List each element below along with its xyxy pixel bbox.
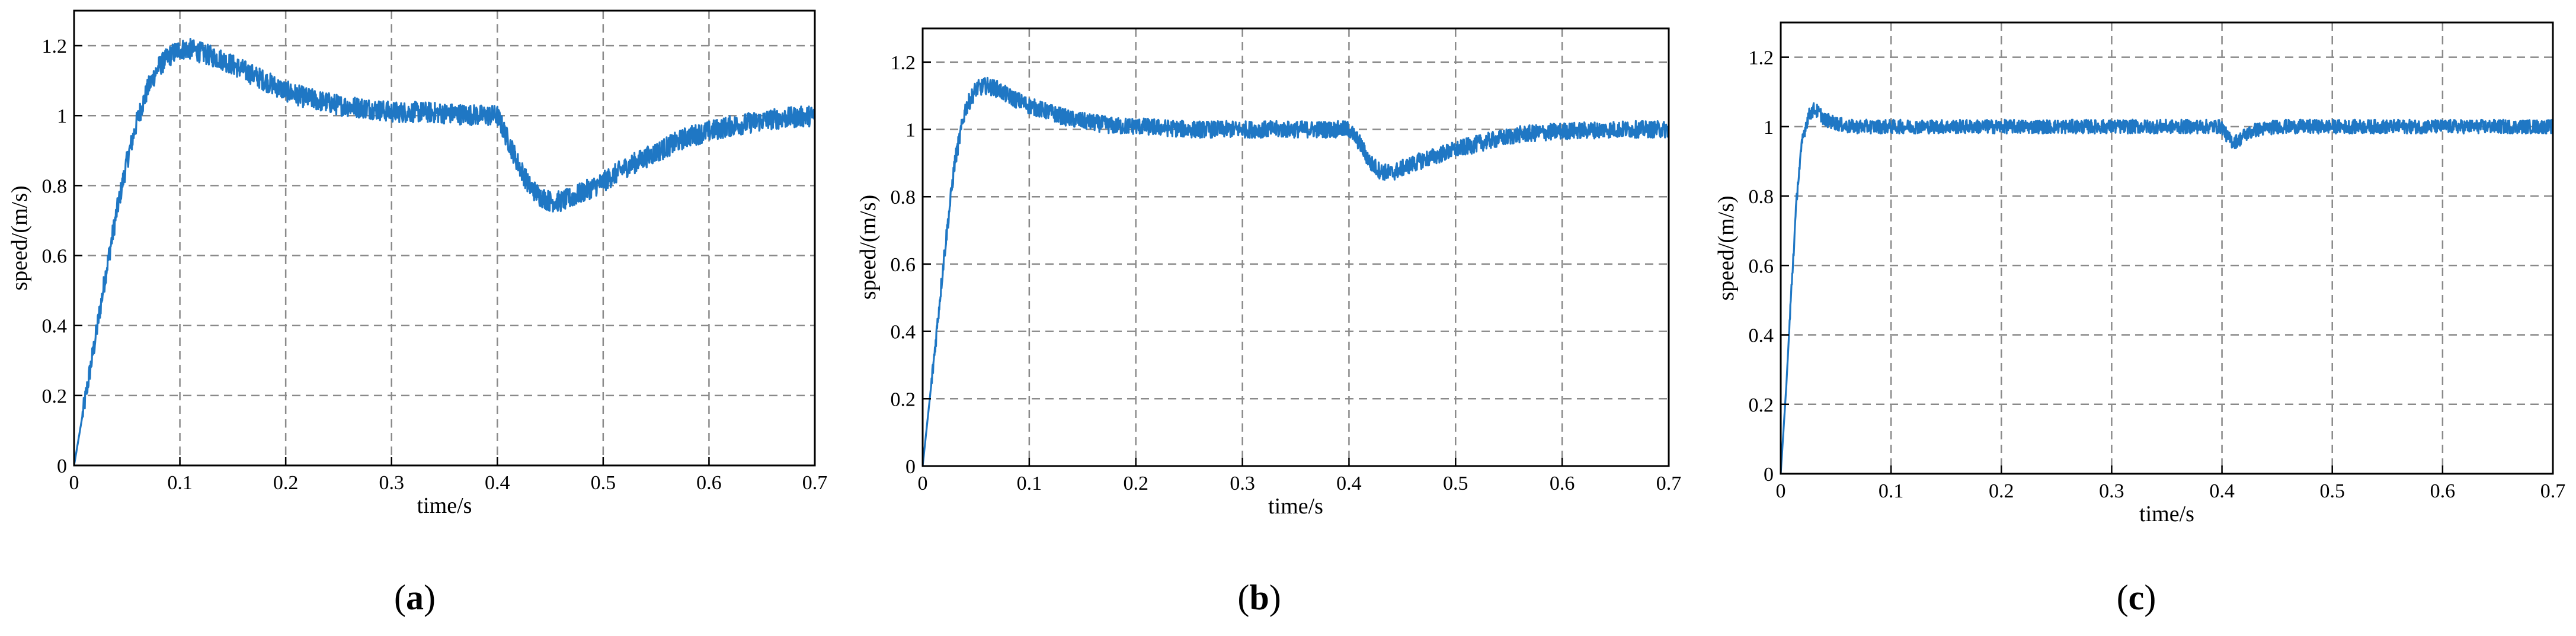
y-tick-label: 0.6 bbox=[1749, 255, 1774, 277]
caption-letter-c: c bbox=[2128, 578, 2145, 617]
x-tick-label: 0.1 bbox=[167, 472, 193, 494]
x-tick-label: 0.7 bbox=[2540, 480, 2566, 502]
x-tick-label: 0.4 bbox=[2209, 480, 2235, 502]
y-tick-label: 1 bbox=[905, 120, 916, 142]
y-tick-label: 0 bbox=[1764, 464, 1774, 486]
x-tick-label: 0.5 bbox=[2319, 480, 2345, 502]
speed-series-line bbox=[1780, 102, 2554, 474]
y-tick-label: 0.8 bbox=[891, 187, 916, 208]
y-tick-label: 0.6 bbox=[42, 246, 68, 268]
y-tick-label: 0.4 bbox=[1749, 325, 1774, 347]
x-tick-label: 0.2 bbox=[1989, 480, 2014, 502]
y-tick-label: 0.6 bbox=[891, 254, 916, 276]
trace bbox=[73, 37, 816, 466]
plot-frame bbox=[1780, 21, 2554, 475]
y-tick-label: 1.2 bbox=[891, 52, 916, 74]
caption-a: (a) bbox=[394, 578, 436, 617]
x-tick-label: 0.6 bbox=[2430, 480, 2456, 502]
x-tick-label: 0.3 bbox=[379, 472, 404, 494]
grid bbox=[1781, 23, 2553, 474]
y-axis-label: speed/(m/s) bbox=[856, 195, 881, 300]
y-tick-label: 0.8 bbox=[1749, 186, 1774, 208]
caption-letter-a: a bbox=[406, 578, 424, 617]
x-tick-label: 0.3 bbox=[1230, 473, 1255, 494]
plot-frame bbox=[73, 9, 816, 467]
x-tick-label: 0.4 bbox=[1336, 473, 1362, 494]
y-tick-label: 0.4 bbox=[42, 316, 68, 338]
y-tick-label: 1.2 bbox=[1749, 47, 1774, 69]
speed-series-line bbox=[73, 37, 816, 466]
speed-series-line bbox=[921, 76, 1670, 467]
chart-panel-b: 0 0.1 0.2 0.3 0.4 0.5 0.6 0.700.20.40.60.811.2 … bbox=[856, 27, 1682, 519]
x-tick-label: 0 bbox=[1776, 480, 1786, 502]
caption-letter-b: b bbox=[1249, 578, 1269, 617]
y-tick-label: 1 bbox=[1764, 117, 1774, 139]
x-axis-label: time/s bbox=[417, 493, 472, 518]
y-tick-label: 0.2 bbox=[42, 386, 68, 407]
x-tick-label: 0.6 bbox=[1550, 473, 1575, 494]
x-tick-label: 0 bbox=[69, 472, 79, 494]
y-tick-label: 1.2 bbox=[42, 36, 68, 57]
trace bbox=[921, 76, 1670, 467]
axis-ticks: 0 0.1 0.2 0.3 0.4 0.5 0.6 0.7 0 0.2 0.4 0.6 0.8 1 1.2 bbox=[1749, 47, 2566, 502]
y-tick-label: 0.2 bbox=[891, 388, 916, 410]
x-tick-label: 0.7 bbox=[802, 472, 828, 494]
caption-c: (c) bbox=[2116, 578, 2156, 617]
chart-panel-a: 0 0.1 0.2 0.3 0.4 0.5 0.6 0.700.20.40.60.811.2 … bbox=[7, 9, 828, 518]
grid bbox=[923, 28, 1669, 466]
plot-frame bbox=[921, 27, 1670, 467]
x-tick-label: 0.3 bbox=[2099, 480, 2124, 502]
x-axis-label: time/s bbox=[1268, 494, 1323, 519]
caption-b: (b) bbox=[1237, 578, 1281, 617]
x-tick-label: 0.6 bbox=[696, 472, 722, 494]
y-tick-label: 0 bbox=[57, 455, 67, 477]
y-axis-label: speed/(m/s) bbox=[7, 185, 32, 290]
x-tick-label: 0.1 bbox=[1879, 480, 1904, 502]
trace bbox=[1780, 102, 2554, 474]
x-tick-label: 0.7 bbox=[1656, 473, 1682, 494]
y-tick-label: 0 bbox=[905, 456, 916, 478]
x-tick-label: 0.4 bbox=[485, 472, 510, 494]
x-axis-label: time/s bbox=[2139, 502, 2194, 526]
x-tick-label: 0.5 bbox=[1443, 473, 1468, 494]
chart-panel-c: 0 0.1 0.2 0.3 0.4 0.5 0.6 0.700.20.40.60.811.2 … bbox=[1714, 21, 2566, 526]
y-tick-label: 1 bbox=[57, 105, 67, 127]
x-tick-label: 0.5 bbox=[591, 472, 616, 494]
y-tick-label: 0.8 bbox=[42, 175, 68, 197]
y-tick-label: 0.2 bbox=[1749, 394, 1774, 416]
y-tick-label: 0.4 bbox=[891, 322, 916, 343]
grid bbox=[74, 11, 815, 465]
x-tick-label: 0 bbox=[918, 473, 928, 494]
x-tick-label: 0.2 bbox=[273, 472, 299, 494]
y-axis-label: speed/(m/s) bbox=[1714, 195, 1739, 300]
axis-ticks: 0 0.1 0.2 0.3 0.4 0.5 0.6 0.7 0 0.2 0.4 0.6 0.8 1 1.2 bbox=[42, 36, 828, 494]
x-tick-label: 0.2 bbox=[1123, 473, 1148, 494]
x-tick-label: 0.1 bbox=[1017, 473, 1042, 494]
axis-ticks: 0 0.1 0.2 0.3 0.4 0.5 0.6 0.7 0 0.2 0.4 0.6 0.8 1 1.2 bbox=[891, 52, 1682, 494]
